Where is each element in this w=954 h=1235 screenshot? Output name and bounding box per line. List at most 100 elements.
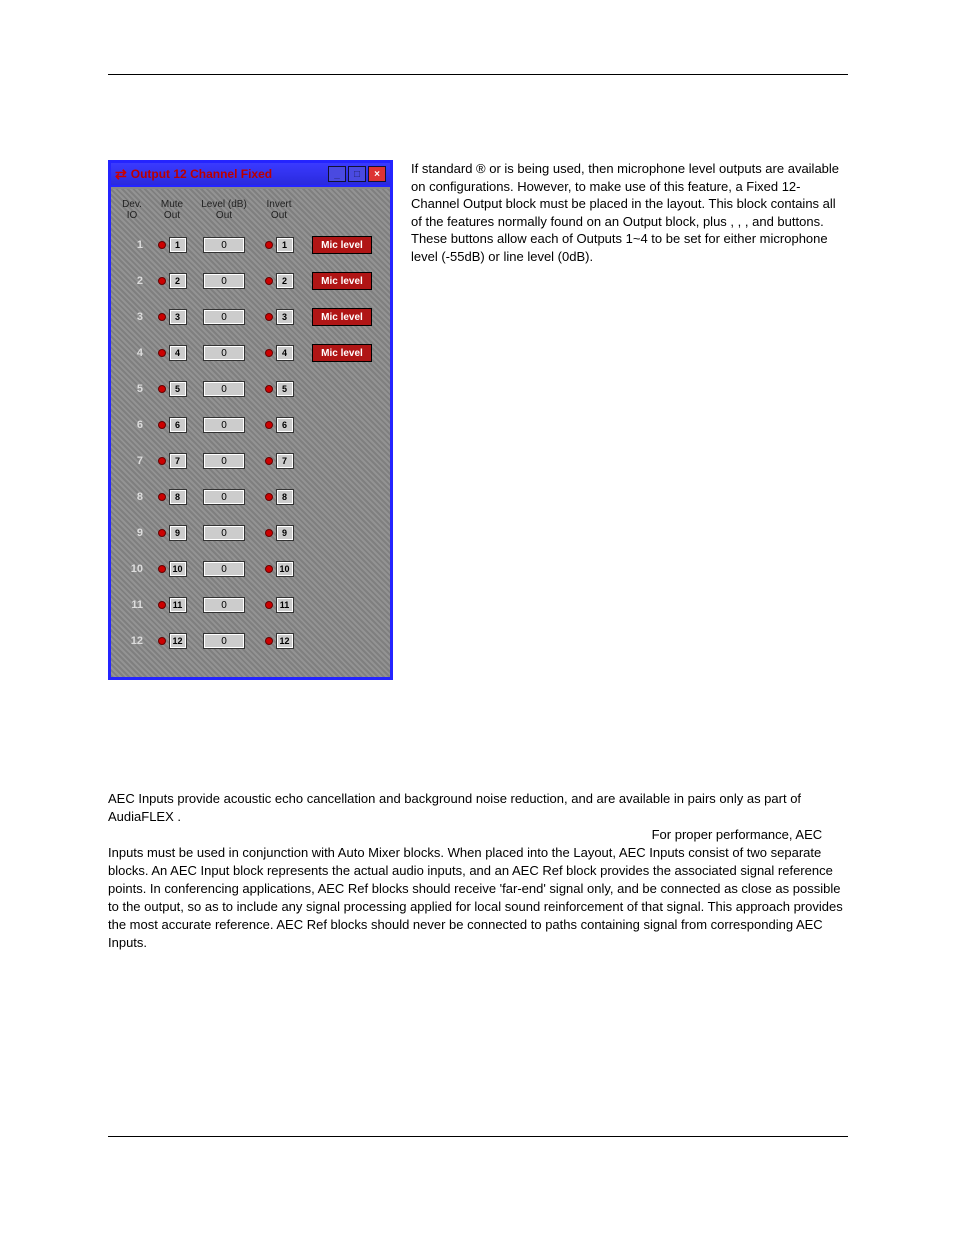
mute-cell[interactable]: 6 [158,417,187,433]
mute-index[interactable]: 6 [169,417,187,433]
invert-cell[interactable]: 11 [265,597,294,613]
mic-level-button[interactable]: Mic level [312,344,372,362]
invert-cell[interactable]: 3 [265,309,294,325]
invert-index[interactable]: 11 [276,597,294,613]
panel-title: Output 12 Channel Fixed [131,167,326,181]
mute-cell[interactable]: 12 [158,633,187,649]
channel-number: 12 [121,635,143,647]
invert-index[interactable]: 12 [276,633,294,649]
invert-cell[interactable]: 7 [265,453,294,469]
mute-index[interactable]: 12 [169,633,187,649]
invert-cell[interactable]: 2 [265,273,294,289]
level-value[interactable]: 0 [203,525,245,541]
channel-number: 9 [121,527,143,539]
mute-index[interactable]: 4 [169,345,187,361]
mute-index[interactable]: 7 [169,453,187,469]
invert-index[interactable]: 4 [276,345,294,361]
invert-led-icon [265,421,273,429]
channel-row: 1212012Mic level [111,623,390,659]
mute-led-icon [158,277,166,285]
mute-cell[interactable]: 10 [158,561,187,577]
channel-row: 8808Mic level [111,479,390,515]
mute-cell[interactable]: 7 [158,453,187,469]
mic-level-button[interactable]: Mic level [312,308,372,326]
p2-s1b: . [177,809,181,824]
hdr-level: Level (dB) [201,199,247,210]
mute-index[interactable]: 9 [169,525,187,541]
mute-led-icon [158,421,166,429]
mute-index[interactable]: 5 [169,381,187,397]
close-button[interactable]: × [368,166,386,182]
invert-index[interactable]: 5 [276,381,294,397]
invert-index[interactable]: 3 [276,309,294,325]
level-value[interactable]: 0 [203,597,245,613]
invert-cell[interactable]: 8 [265,489,294,505]
mute-index[interactable]: 2 [169,273,187,289]
mute-cell[interactable]: 3 [158,309,187,325]
panel-titlebar[interactable]: ⇄ Output 12 Channel Fixed _ □ × [111,163,390,187]
invert-index[interactable]: 9 [276,525,294,541]
mute-led-icon [158,529,166,537]
channel-number: 3 [121,311,143,323]
level-value[interactable]: 0 [203,489,245,505]
level-value[interactable]: 0 [203,345,245,361]
mute-cell[interactable]: 5 [158,381,187,397]
mute-led-icon [158,637,166,645]
mic-level-button[interactable]: Mic level [312,236,372,254]
hdr-io: IO [127,210,138,221]
invert-cell[interactable]: 5 [265,381,294,397]
invert-led-icon [265,565,273,573]
mute-cell[interactable]: 9 [158,525,187,541]
invert-index[interactable]: 1 [276,237,294,253]
invert-led-icon [265,277,273,285]
invert-led-icon [265,313,273,321]
mute-index[interactable]: 8 [169,489,187,505]
invert-led-icon [265,601,273,609]
level-value[interactable]: 0 [203,417,245,433]
level-value[interactable]: 0 [203,237,245,253]
maximize-button[interactable]: □ [348,166,366,182]
invert-cell[interactable]: 12 [265,633,294,649]
mute-index[interactable]: 11 [169,597,187,613]
invert-index[interactable]: 6 [276,417,294,433]
mute-cell[interactable]: 4 [158,345,187,361]
mute-index[interactable]: 1 [169,237,187,253]
p1-t6: , [738,214,745,229]
level-value[interactable]: 0 [203,633,245,649]
mute-cell[interactable]: 8 [158,489,187,505]
hdr-invert: Invert [266,199,291,210]
mute-led-icon [158,457,166,465]
invert-cell[interactable]: 1 [265,237,294,253]
level-value[interactable]: 0 [203,453,245,469]
mute-led-icon [158,313,166,321]
hdr-mute2: Out [164,210,180,221]
level-value[interactable]: 0 [203,273,245,289]
p1-t5: , [730,214,737,229]
channel-row: 3303Mic level [111,299,390,335]
invert-index[interactable]: 7 [276,453,294,469]
level-value[interactable]: 0 [203,561,245,577]
hdr-dev: Dev. [122,199,142,210]
minimize-button[interactable]: _ [328,166,346,182]
mute-cell[interactable]: 1 [158,237,187,253]
mute-index[interactable]: 3 [169,309,187,325]
channel-row: 6606Mic level [111,407,390,443]
level-value[interactable]: 0 [203,309,245,325]
mute-led-icon [158,241,166,249]
invert-index[interactable]: 8 [276,489,294,505]
invert-index[interactable]: 2 [276,273,294,289]
invert-index[interactable]: 10 [276,561,294,577]
mute-cell[interactable]: 11 [158,597,187,613]
channel-row: 4404Mic level [111,335,390,371]
invert-cell[interactable]: 9 [265,525,294,541]
invert-cell[interactable]: 6 [265,417,294,433]
mic-level-button[interactable]: Mic level [312,272,372,290]
mute-index[interactable]: 10 [169,561,187,577]
invert-cell[interactable]: 10 [265,561,294,577]
bottom-rule [108,1136,848,1137]
invert-cell[interactable]: 4 [265,345,294,361]
mute-cell[interactable]: 2 [158,273,187,289]
swap-icon: ⇄ [115,166,127,183]
level-value[interactable]: 0 [203,381,245,397]
channel-number: 7 [121,455,143,467]
